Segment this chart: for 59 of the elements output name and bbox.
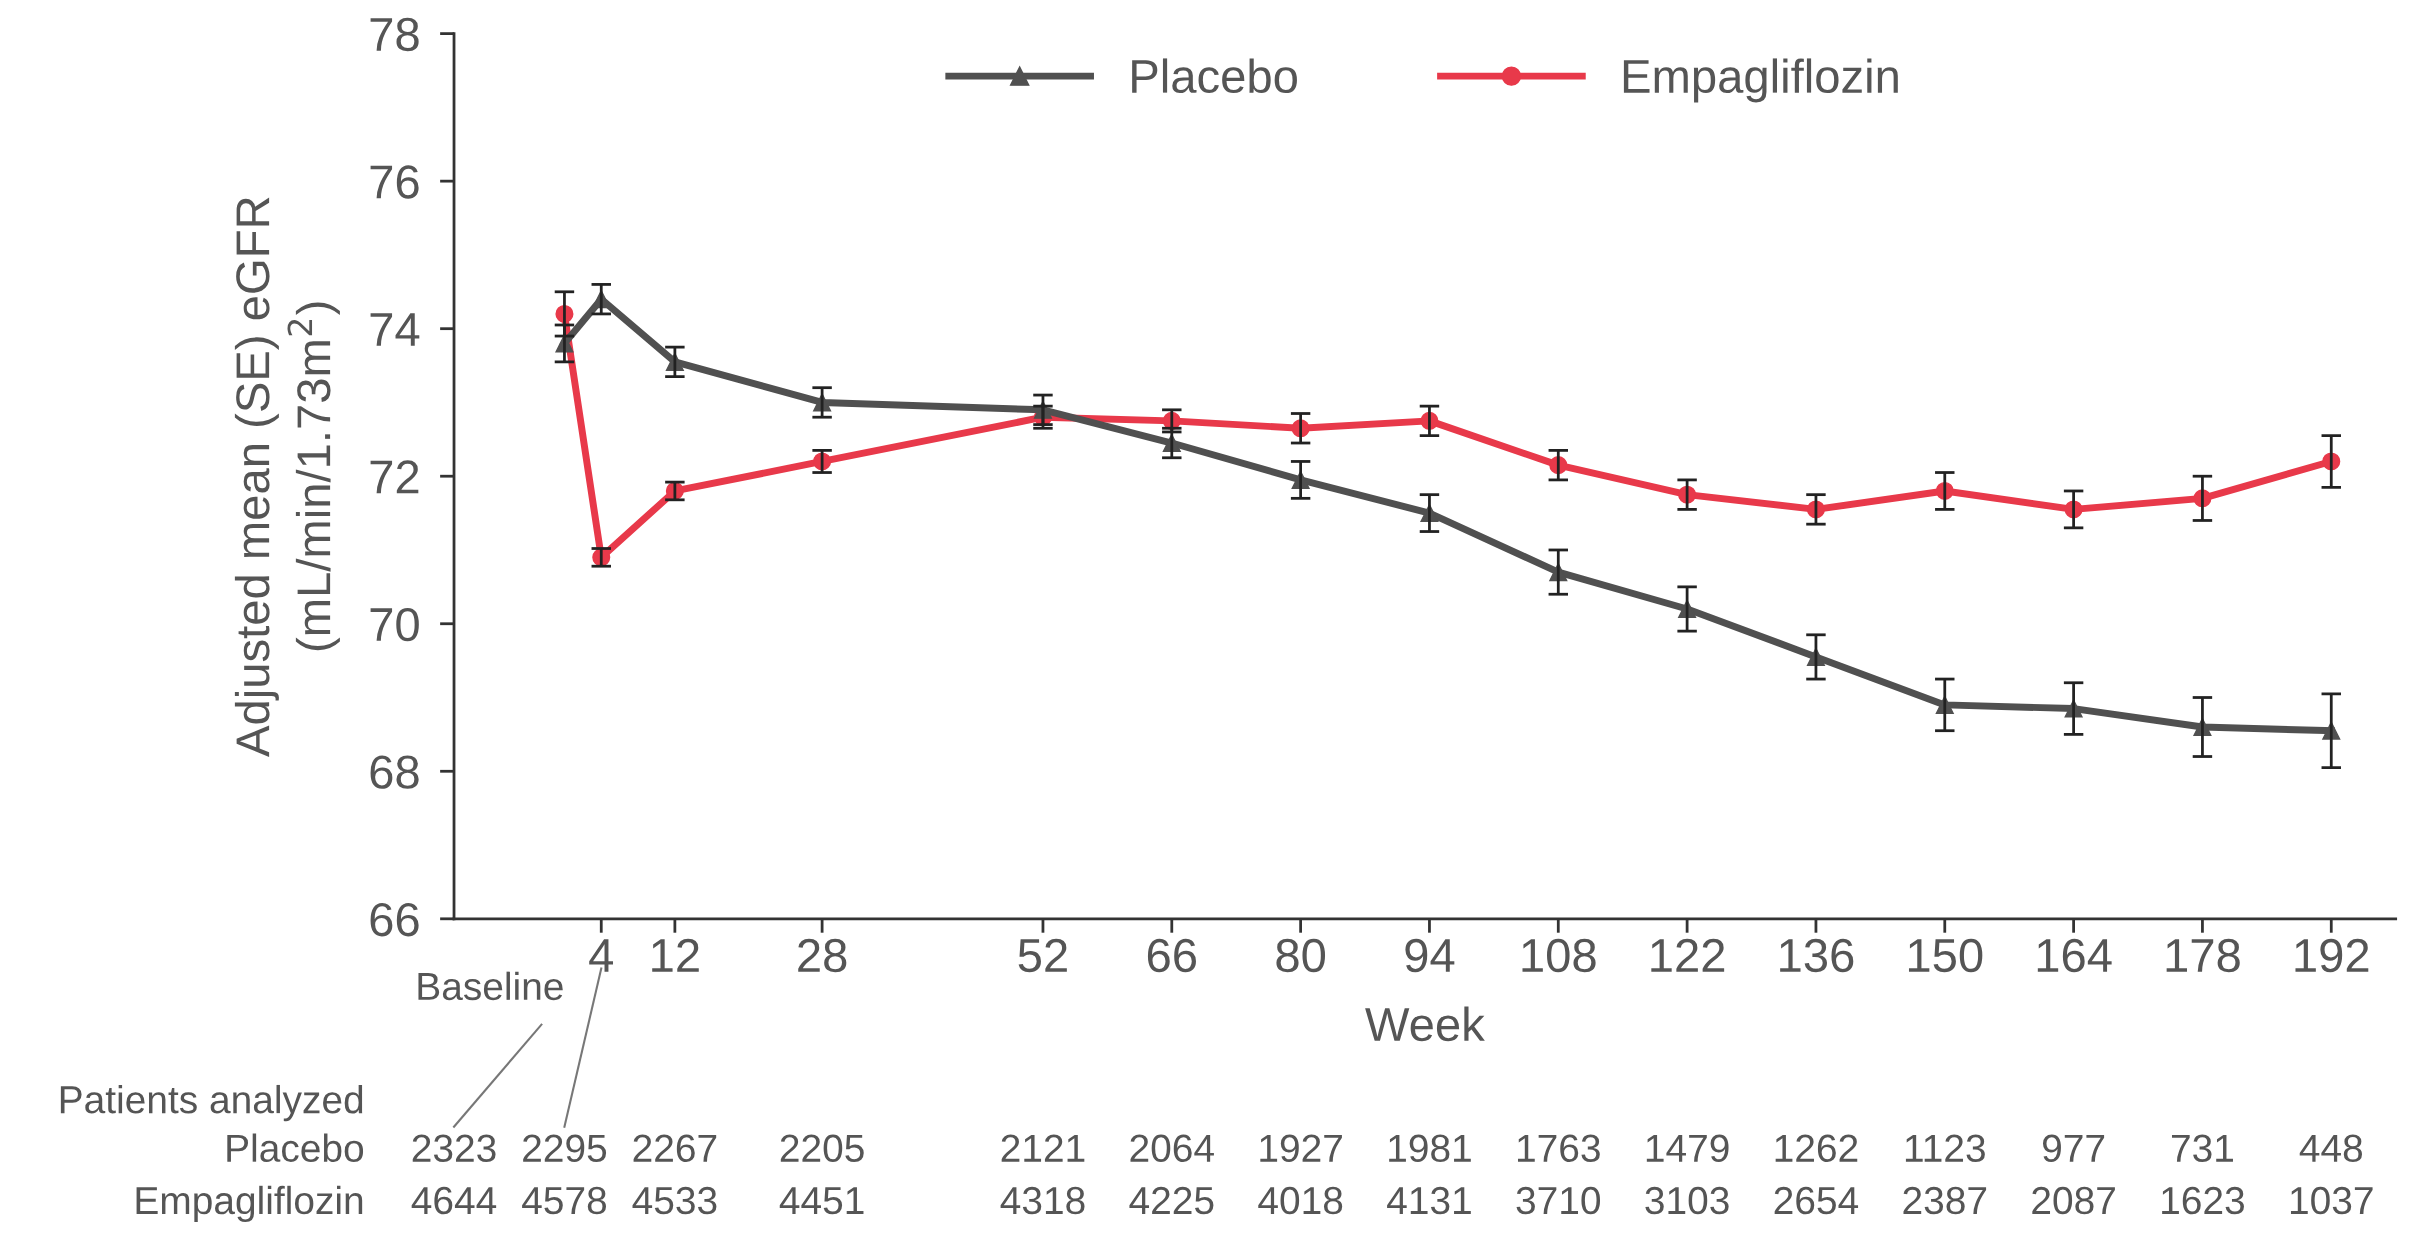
y-tick-label: 78 (370, 17, 419, 52)
legend-label: Empagliflozin (1623, 58, 1898, 103)
text: 1037 (2290, 1186, 2373, 1215)
x-tick-label: 122 (1651, 938, 1725, 972)
text: 2064 (1130, 1134, 1214, 1163)
text: 1262 (1775, 1134, 1858, 1163)
text: 4131 (1387, 1186, 1471, 1215)
x-tick-label: 136 (1780, 938, 1854, 973)
text: Placebo (227, 1133, 364, 1163)
text: 1981 (1389, 1134, 1471, 1163)
x-tick-label: 192 (2295, 938, 2369, 973)
text: 4533 (632, 1186, 717, 1215)
text: 2205 (780, 1134, 864, 1163)
x-tick-label: 52 (1018, 938, 1067, 973)
x-tick-label: 28 (798, 938, 847, 973)
x-tick-label: 150 (1908, 938, 1983, 973)
text: 977 (2042, 1134, 2105, 1163)
x-tick-label: 164 (2037, 938, 2112, 973)
text: 2654 (1774, 1186, 1859, 1215)
legend-label: Placebo (1132, 58, 1297, 94)
text: 2295 (523, 1134, 607, 1163)
text: 4225 (1129, 1186, 1214, 1215)
x-tick-label: 178 (2166, 938, 2240, 973)
text: 448 (2299, 1134, 2363, 1163)
text: 2121 (1001, 1134, 1085, 1162)
text: 2087 (2032, 1186, 2115, 1215)
text: 1623 (2162, 1186, 2244, 1215)
text: 4644 (411, 1186, 497, 1215)
y-axis-title: Adjusted mean (SE) eGFR (mL/min/1.73m$^{2}$) (234, 197, 340, 757)
text: 4578 (522, 1186, 607, 1215)
text: 2267 (633, 1134, 717, 1163)
text: 4318 (1000, 1186, 1085, 1215)
text: Baseline (418, 971, 563, 1001)
y-tick-label: 72 (370, 460, 419, 494)
text: 3710 (1516, 1186, 1601, 1215)
text: 1479 (1646, 1134, 1729, 1163)
x-tick-label: 12 (652, 938, 699, 972)
text: 1927 (1260, 1134, 1342, 1163)
y-tick-label: 76 (370, 165, 419, 199)
text: Empagliflozin (136, 1185, 363, 1223)
text: 731 (2171, 1134, 2233, 1163)
y-tick-label: 70 (370, 607, 419, 642)
x-axis-title: Week (1365, 1006, 1485, 1042)
text: 4451 (779, 1187, 864, 1215)
text: 2323 (412, 1134, 496, 1163)
y-tick-label: 66 (370, 902, 419, 937)
text: 1123 (1905, 1134, 1985, 1163)
x-tick-label: 4 (589, 939, 614, 972)
text: 4018 (1258, 1186, 1343, 1215)
y-tick-label: 74 (370, 313, 420, 346)
x-tick-label: 80 (1276, 938, 1326, 973)
x-tick-label: 66 (1147, 938, 1196, 973)
y-tick-label: 68 (370, 755, 419, 789)
x-tick-label: 108 (1522, 938, 1596, 973)
x-tick-label: 94 (1405, 938, 1455, 973)
text: Patients analyzed (60, 1084, 363, 1122)
text: 2387 (1903, 1186, 1987, 1215)
text: 3103 (1645, 1186, 1729, 1215)
text: 1763 (1518, 1134, 1600, 1163)
